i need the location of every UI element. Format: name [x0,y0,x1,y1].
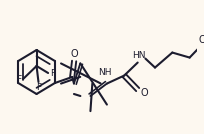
Text: F: F [36,83,41,92]
Text: HN: HN [131,51,145,60]
Text: NH: NH [97,68,111,77]
Text: O: O [70,49,78,59]
Text: F: F [50,70,55,79]
Text: F: F [16,75,21,85]
Text: O: O [140,88,147,98]
Text: O: O [197,35,204,45]
